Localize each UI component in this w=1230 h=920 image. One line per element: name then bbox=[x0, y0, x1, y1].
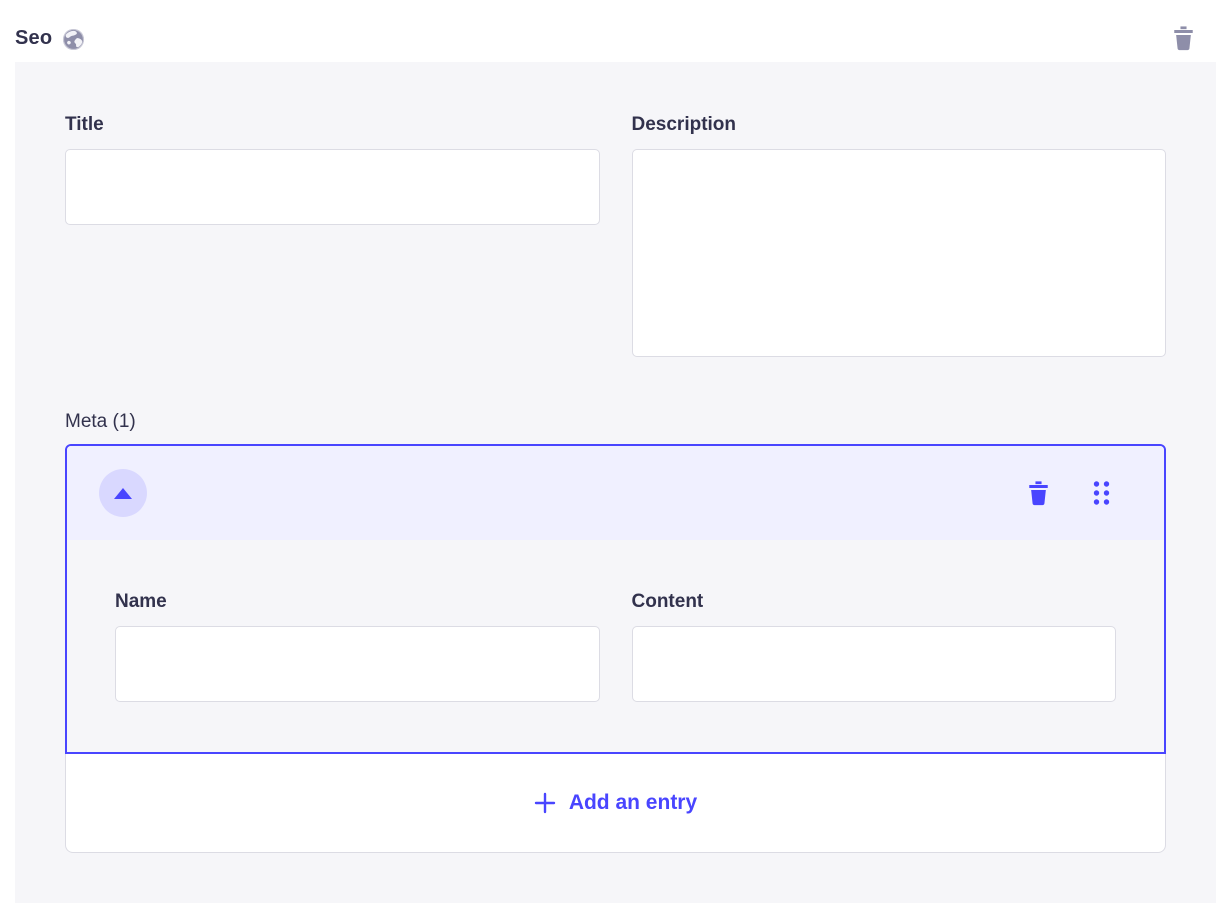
seo-fields-row: Title Description bbox=[65, 114, 1166, 357]
name-label: Name bbox=[115, 591, 167, 612]
meta-footer: Add an entry bbox=[65, 754, 1166, 853]
name-input[interactable] bbox=[115, 626, 600, 702]
content-label: Content bbox=[631, 591, 704, 612]
title-label: Title bbox=[65, 114, 104, 135]
triangle-up-icon bbox=[114, 487, 132, 499]
add-entry-button[interactable]: Add an entry bbox=[534, 791, 697, 815]
description-label: Description bbox=[631, 114, 737, 135]
description-input[interactable] bbox=[631, 149, 1166, 357]
drag-entry-handle[interactable] bbox=[1093, 481, 1110, 505]
meta-repeatable-container: Name Content A bbox=[65, 444, 1166, 853]
drag-handle-icon bbox=[1093, 481, 1110, 505]
globe-icon bbox=[63, 28, 85, 50]
entry-header-actions bbox=[1028, 480, 1110, 506]
description-field: Description bbox=[631, 114, 1166, 357]
content-field: Content bbox=[631, 591, 1116, 702]
title-input[interactable] bbox=[65, 149, 600, 225]
trash-icon bbox=[1174, 25, 1193, 50]
content-input[interactable] bbox=[631, 626, 1116, 702]
meta-entry: Name Content bbox=[65, 444, 1166, 754]
component-body-panel: Title Description Meta (1) bbox=[15, 62, 1216, 903]
meta-section: Meta (1) bbox=[65, 411, 1166, 853]
delete-component-button[interactable] bbox=[1173, 25, 1194, 51]
meta-label: Meta (1) bbox=[65, 411, 136, 432]
component-header: Seo bbox=[0, 0, 1230, 62]
plus-icon bbox=[534, 792, 556, 814]
name-field: Name bbox=[115, 591, 600, 702]
meta-entry-body: Name Content bbox=[67, 540, 1164, 752]
delete-entry-button[interactable] bbox=[1028, 480, 1049, 506]
title-field: Title bbox=[65, 114, 600, 225]
add-entry-label: Add an entry bbox=[568, 791, 698, 814]
component-title: Seo bbox=[15, 26, 53, 49]
meta-entry-header[interactable] bbox=[67, 446, 1164, 540]
component-header-left: Seo bbox=[15, 26, 85, 51]
trash-icon bbox=[1029, 480, 1048, 505]
collapse-entry-button[interactable] bbox=[99, 469, 147, 517]
